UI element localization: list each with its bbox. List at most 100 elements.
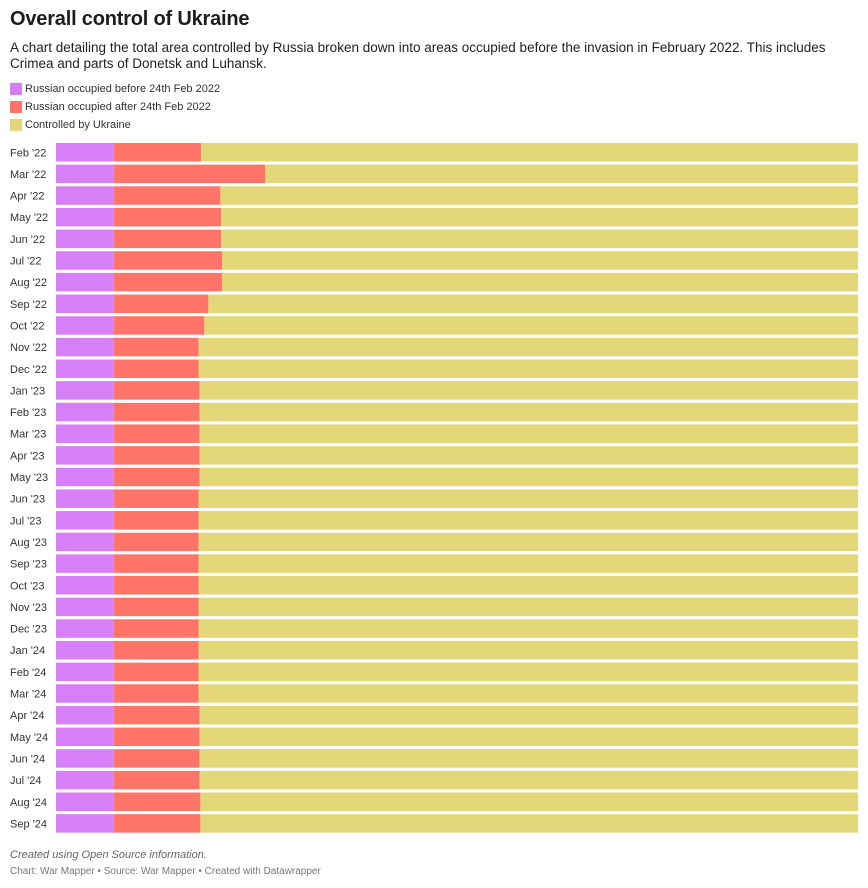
row-label-may-24: May '24: [10, 732, 48, 744]
bar-may-24-series-1: [113, 727, 200, 747]
row-label-aug-22: Aug '22: [10, 277, 47, 289]
legend-label-after-invasion: Russian occupied after 24th Feb 2022: [25, 101, 211, 113]
bar-jul-24-series-1: [113, 770, 200, 790]
row-label-jun-23: Jun '23: [10, 494, 45, 506]
bar-sep-22-series-2: [208, 294, 858, 314]
bar-jan-24-series-1: [113, 640, 199, 660]
chart-subtitle: A chart detailing the total area control…: [10, 40, 826, 71]
bar-feb-24-series-2: [198, 662, 859, 682]
bar-nov-23-series-1: [113, 597, 199, 617]
bar-may-24-series-2: [199, 727, 859, 747]
bar-dec-23-series-1: [113, 619, 199, 638]
bar-sep-23-series-1: [113, 554, 199, 573]
row-label-feb-23: Feb '23: [10, 407, 46, 419]
bar-feb-24-series-1: [113, 662, 199, 682]
bar-may-22-series-2: [221, 207, 858, 227]
bar-feb-22-series-1: [113, 143, 202, 162]
bar-aug-24-series-1: [113, 792, 201, 811]
legend-item-after-invasion: Russian occupied after 24th Feb 2022: [10, 98, 220, 116]
bar-apr-24-series-2: [199, 705, 859, 725]
bar-apr-22-series-0: [56, 186, 114, 205]
bar-apr-23-series-1: [113, 446, 200, 465]
row-label-sep-23: Sep '23: [10, 559, 47, 571]
row-label-sep-24: Sep '24: [10, 818, 47, 830]
bar-nov-22-series-1: [113, 337, 199, 357]
bar-sep-23-series-2: [198, 554, 859, 573]
bar-aug-22-series-0: [56, 272, 114, 292]
row-label-may-22: May '22: [10, 212, 48, 224]
bar-nov-22-series-2: [198, 337, 859, 357]
bar-feb-22-series-2: [201, 143, 859, 162]
row-label-jul-23: Jul '23: [10, 515, 41, 527]
bar-aug-22-series-2: [222, 272, 859, 292]
bar-dec-22-series-1: [113, 359, 199, 378]
row-label-sep-22: Sep '22: [10, 299, 47, 311]
bar-apr-23-series-2: [199, 446, 859, 465]
bar-mar-23-series-0: [56, 424, 114, 443]
bar-nov-22-series-0: [56, 337, 114, 357]
legend-item-ukraine: Controlled by Ukraine: [10, 116, 220, 134]
bar-jun-22-series-1: [113, 229, 222, 249]
bar-apr-23-series-0: [56, 446, 114, 465]
bar-apr-24-series-0: [56, 705, 114, 725]
bar-jul-23-series-0: [56, 511, 114, 530]
row-label-jul-24: Jul '24: [10, 775, 41, 787]
bar-jul-24-series-2: [199, 770, 859, 790]
bar-oct-22-series-2: [204, 316, 858, 335]
row-label-dec-22: Dec '22: [10, 364, 47, 376]
bar-dec-23-series-2: [198, 619, 859, 638]
row-label-mar-23: Mar '23: [10, 429, 46, 441]
bar-sep-22-series-0: [56, 294, 114, 314]
row-label-aug-24: Aug '24: [10, 797, 47, 809]
row-label-feb-24: Feb '24: [10, 667, 46, 679]
bar-mar-24-series-1: [113, 684, 199, 703]
bar-oct-23-series-1: [113, 576, 199, 595]
bar-oct-22-series-1: [113, 316, 205, 335]
bar-jul-22-series-1: [113, 251, 223, 270]
chart-title: Overall control of Ukraine: [10, 8, 250, 30]
row-label-jul-22: Jul '22: [10, 256, 41, 268]
bar-jul-22-series-2: [222, 251, 859, 270]
row-label-jan-24: Jan '24: [10, 645, 45, 657]
row-label-oct-23: Oct '23: [10, 580, 45, 592]
bar-dec-23-series-0: [56, 619, 114, 638]
bar-aug-23-series-0: [56, 532, 114, 552]
row-label-dec-23: Dec '23: [10, 624, 47, 636]
bar-aug-23-series-1: [113, 532, 199, 552]
bar-mar-24-series-0: [56, 684, 114, 703]
bar-feb-23-series-1: [113, 402, 200, 422]
legend-item-before-invasion: Russian occupied before 24th Feb 2022: [10, 80, 220, 98]
bar-mar-23-series-2: [199, 424, 859, 443]
bar-aug-24-series-0: [56, 792, 114, 811]
bar-jun-24-series-2: [199, 749, 859, 768]
bar-sep-24-series-1: [113, 814, 201, 833]
row-label-nov-23: Nov '23: [10, 602, 47, 614]
legend-label-before-invasion: Russian occupied before 24th Feb 2022: [25, 83, 221, 95]
bar-may-23-series-0: [56, 467, 114, 487]
row-label-feb-22: Feb '22: [10, 147, 46, 159]
bar-may-22-series-1: [113, 207, 222, 227]
row-label-jun-24: Jun '24: [10, 753, 45, 765]
bar-nov-23-series-0: [56, 597, 114, 617]
row-label-apr-22: Apr '22: [10, 191, 45, 203]
bar-jun-24-series-0: [56, 749, 114, 768]
bar-jun-24-series-1: [113, 749, 200, 768]
row-label-nov-22: Nov '22: [10, 342, 47, 354]
bar-jun-23-series-0: [56, 489, 114, 508]
bar-mar-24-series-2: [198, 684, 859, 703]
bar-apr-22-series-1: [113, 186, 221, 205]
bar-dec-22-series-0: [56, 359, 114, 378]
stacked-bar-chart: Feb '22 Mar '22 Apr '22 May '22 Jun '22 Jul '…: [10, 143, 859, 833]
bar-apr-24-series-1: [113, 705, 200, 725]
bar-mar-22-series-0: [56, 164, 114, 184]
row-label-apr-24: Apr '24: [10, 710, 45, 722]
legend-label-ukraine: Controlled by Ukraine: [25, 119, 131, 131]
legend: Russian occupied before 24th Feb 2022 Ru…: [10, 80, 220, 134]
chart-footer: Chart: War Mapper • Source: War Mapper •…: [10, 866, 321, 877]
bar-jun-23-series-2: [198, 489, 859, 508]
bar-jun-22-series-2: [221, 229, 858, 249]
bar-jun-22-series-0: [56, 229, 114, 249]
bar-jul-23-series-2: [198, 511, 859, 530]
bar-aug-22-series-1: [113, 272, 223, 292]
row-label-mar-22: Mar '22: [10, 169, 46, 181]
